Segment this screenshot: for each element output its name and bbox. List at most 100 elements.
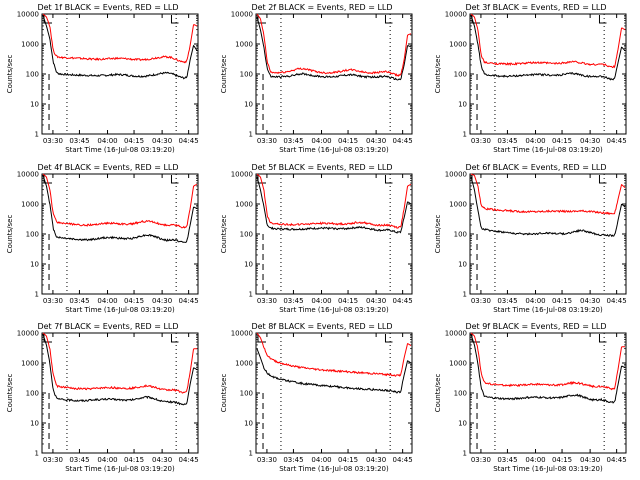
- y-axis-label: Counts/sec: [434, 55, 442, 94]
- y-tick-label: 100: [26, 71, 39, 79]
- y-tick-label: 1000: [21, 360, 39, 368]
- y-tick-label: 1000: [449, 201, 467, 209]
- corner-marker: [170, 15, 179, 24]
- y-tick-label: 1: [35, 131, 39, 139]
- x-tick-label: 04:45: [607, 297, 627, 305]
- y-tick-label: 10: [30, 101, 39, 109]
- corner-marker: [598, 175, 607, 184]
- plot-frame: [41, 173, 199, 295]
- x-tick-label: 04:00: [525, 297, 545, 305]
- plot-frame: [469, 332, 627, 454]
- x-axis-label: Start Time (16-Jul-08 03:19:20): [65, 146, 175, 154]
- y-tick-label: 10000: [231, 171, 253, 179]
- x-tick-label: 03:45: [283, 456, 303, 464]
- x-axis-label: Start Time (16-Jul-08 03:19:20): [65, 465, 175, 473]
- x-tick-label: 03:30: [257, 137, 277, 145]
- x-axis-label: Start Time (16-Jul-08 03:19:20): [279, 146, 389, 154]
- y-tick-label: 10000: [231, 11, 253, 19]
- events-series-line: [256, 16, 412, 81]
- x-tick-label: 04:00: [311, 297, 331, 305]
- x-tick-label: 03:30: [471, 297, 491, 305]
- x-tick-label: 03:30: [257, 456, 277, 464]
- y-tick-label: 1: [35, 450, 39, 458]
- y-tick-label: 1: [249, 450, 253, 458]
- corner-marker: [384, 175, 393, 184]
- corner-marker: [257, 334, 266, 343]
- y-tick-label: 10000: [445, 171, 467, 179]
- x-tick-label: 04:15: [552, 137, 572, 145]
- corner-marker: [598, 15, 607, 24]
- x-tick-label: 04:30: [580, 137, 600, 145]
- y-tick-label: 1000: [449, 41, 467, 49]
- x-tick-label: 04:30: [580, 456, 600, 464]
- x-tick-label: 03:45: [497, 137, 517, 145]
- y-tick-label: 1: [463, 131, 467, 139]
- lld-series-line: [256, 332, 412, 377]
- chart-panel: Det 1f BLACK = Events, RED = LLD 1 10 100 10…: [6, 3, 199, 154]
- y-tick-label: 10000: [17, 171, 39, 179]
- x-tick-label: 03:45: [69, 456, 89, 464]
- y-tick-label: 1000: [235, 360, 253, 368]
- y-axis-label: Counts/sec: [434, 374, 442, 413]
- x-tick-label: 04:15: [124, 297, 144, 305]
- lld-series-line: [470, 173, 626, 216]
- chart-panel: Det 7f BLACK = Events, RED = LLD 1 10 100 10…: [6, 322, 199, 473]
- x-tick-label: 04:45: [179, 297, 199, 305]
- y-tick-label: 1000: [449, 360, 467, 368]
- y-tick-label: 10000: [445, 11, 467, 19]
- x-tick-label: 03:45: [497, 456, 517, 464]
- x-tick-label: 04:00: [525, 456, 545, 464]
- x-tick-label: 04:15: [338, 137, 358, 145]
- x-tick-label: 03:30: [257, 297, 277, 305]
- corner-marker: [598, 334, 607, 343]
- x-tick-label: 04:45: [393, 456, 413, 464]
- y-tick-label: 10: [30, 261, 39, 269]
- x-tick-label: 04:00: [97, 137, 117, 145]
- y-tick-label: 1000: [235, 201, 253, 209]
- x-axis-label: Start Time (16-Jul-08 03:19:20): [493, 146, 603, 154]
- chart-title: Det 5f BLACK = Events, RED = LLD: [251, 163, 392, 172]
- y-tick-label: 100: [240, 390, 253, 398]
- events-series-line: [42, 15, 198, 80]
- chart-title: Det 4f BLACK = Events, RED = LLD: [37, 163, 178, 172]
- chart-panel: Det 5f BLACK = Events, RED = LLD 1 10 100 10…: [220, 163, 413, 314]
- y-tick-label: 10000: [17, 11, 39, 19]
- y-axis-label: Counts/sec: [6, 215, 14, 254]
- events-series-line: [470, 176, 626, 238]
- x-tick-label: 04:30: [580, 297, 600, 305]
- y-tick-label: 100: [240, 231, 253, 239]
- x-tick-label: 03:45: [69, 137, 89, 145]
- x-tick-label: 03:45: [283, 137, 303, 145]
- events-series-line: [256, 348, 412, 394]
- x-tick-label: 04:30: [152, 137, 172, 145]
- x-tick-label: 03:30: [471, 137, 491, 145]
- x-axis-label: Start Time (16-Jul-08 03:19:20): [279, 465, 389, 473]
- y-tick-label: 100: [454, 231, 467, 239]
- x-tick-label: 04:00: [311, 137, 331, 145]
- y-tick-label: 10: [458, 420, 467, 428]
- x-tick-label: 03:30: [43, 456, 63, 464]
- plot-frame: [41, 332, 199, 454]
- y-tick-label: 10000: [17, 330, 39, 338]
- y-tick-label: 1: [249, 131, 253, 139]
- corner-marker: [384, 334, 393, 343]
- chart-panel: Det 8f BLACK = Events, RED = LLD 1 10 100 10…: [220, 322, 413, 473]
- y-axis-label: Counts/sec: [220, 215, 228, 254]
- y-tick-label: 1: [35, 291, 39, 299]
- events-series-line: [42, 175, 198, 244]
- x-tick-label: 04:00: [525, 137, 545, 145]
- x-tick-label: 04:00: [311, 456, 331, 464]
- chart-title: Det 1f BLACK = Events, RED = LLD: [37, 3, 178, 12]
- x-axis-label: Start Time (16-Jul-08 03:19:20): [65, 306, 175, 314]
- x-tick-label: 04:30: [366, 456, 386, 464]
- x-tick-label: 04:15: [338, 456, 358, 464]
- x-tick-label: 04:45: [607, 456, 627, 464]
- chart-title: Det 2f BLACK = Events, RED = LLD: [251, 3, 392, 12]
- x-axis-label: Start Time (16-Jul-08 03:19:20): [279, 306, 389, 314]
- y-axis-label: Counts/sec: [6, 55, 14, 94]
- lld-series-line: [42, 13, 198, 64]
- events-series-line: [256, 176, 412, 234]
- x-tick-label: 04:15: [124, 456, 144, 464]
- chart-panel: Det 4f BLACK = Events, RED = LLD 1 10 100 10…: [6, 163, 199, 314]
